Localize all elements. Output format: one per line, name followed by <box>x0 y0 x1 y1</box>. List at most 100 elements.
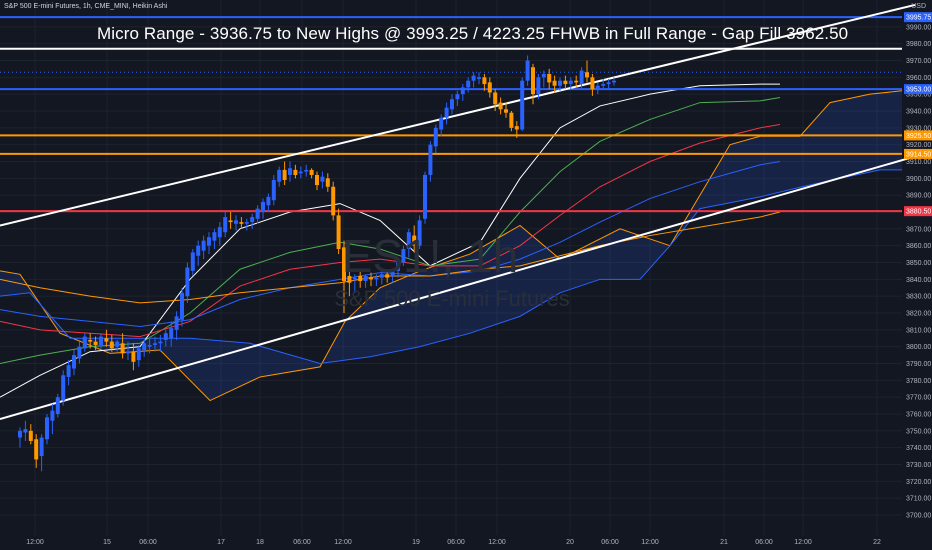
candle-body <box>147 344 152 347</box>
candle-body <box>126 351 130 354</box>
candle-body <box>439 117 444 130</box>
chart-title: S&P 500 E-mini Futures, 1h, CME_MINI, He… <box>4 3 168 10</box>
price-tick-label: 3820.00 <box>906 311 931 318</box>
price-tick-label: 3910.00 <box>906 159 931 166</box>
candle-body <box>88 339 93 342</box>
candle-body <box>45 417 49 440</box>
time-tick-label: 22 <box>873 539 881 546</box>
candles <box>18 55 616 472</box>
candle-body <box>72 355 76 369</box>
candle-body <box>277 169 282 182</box>
candle-body <box>23 429 28 433</box>
price-tick-label: 3830.00 <box>906 294 931 301</box>
trendline <box>0 3 916 227</box>
candle-body <box>574 80 579 83</box>
price-tick-label: 3970.00 <box>906 58 931 65</box>
candle-body <box>433 127 438 147</box>
candle-body <box>304 169 309 172</box>
time-tick-label: 06:00 <box>447 539 465 546</box>
candle-body <box>250 217 255 223</box>
candle-body <box>536 77 541 95</box>
price-label: 3995.75 <box>906 15 931 22</box>
candle-body <box>282 169 287 181</box>
price-tick-label: 3770.00 <box>906 395 931 402</box>
candle-body <box>460 87 465 95</box>
candle-body <box>136 348 141 361</box>
candle-body <box>444 107 449 118</box>
candle-body <box>39 437 44 457</box>
candle-body <box>455 94 460 100</box>
candle-body <box>331 186 336 216</box>
candle-body <box>131 351 136 362</box>
price-tick-label: 3790.00 <box>906 361 931 368</box>
candle-body <box>163 333 168 340</box>
candle-body <box>601 84 606 86</box>
price-label-bg <box>904 84 932 95</box>
price-tick-label: 3960.00 <box>906 75 931 82</box>
price-tick-label: 3740.00 <box>906 445 931 452</box>
candle-body <box>520 80 525 130</box>
candle-body <box>595 85 600 90</box>
candle-body <box>450 99 454 110</box>
price-label: 3925.50 <box>906 133 931 140</box>
candle-body <box>552 80 557 86</box>
annotation-text: Micro Range - 3936.75 to New Highs @ 399… <box>97 24 849 43</box>
moving-average-line <box>0 83 780 398</box>
trendlines <box>0 3 916 421</box>
currency-label: USD <box>911 3 926 10</box>
candle-body <box>347 275 352 283</box>
time-axis[interactable]: 12:00 15 06:00 17 18 06:00 12:00 19 06:00 12:00 20… <box>26 539 881 546</box>
price-label: 3953.00 <box>906 87 931 94</box>
moving-average-line <box>0 161 781 327</box>
time-tick-label: 06:00 <box>139 539 157 546</box>
watermark-symbol: ES1!, 1h <box>342 230 518 282</box>
candle-body <box>531 67 535 95</box>
candle-body <box>234 220 238 224</box>
candle-body <box>477 77 481 80</box>
time-tick-label: 17 <box>217 539 225 546</box>
candle-body <box>261 201 265 212</box>
candle-body <box>212 232 217 241</box>
price-axis[interactable]: 3700.00 3710.00 3720.00 3730.00 3740.00 3750.… <box>904 12 932 520</box>
candle-body <box>585 72 589 78</box>
candle-body <box>385 274 390 278</box>
candle-body <box>99 336 103 345</box>
candle-body <box>509 112 514 128</box>
candle-body <box>514 126 519 130</box>
candle-body <box>174 316 179 330</box>
candle-body <box>428 144 433 175</box>
time-tick-label: 20 <box>566 539 574 546</box>
candle-body <box>563 80 568 85</box>
candle-body <box>374 277 379 280</box>
price-tick-label: 3730.00 <box>906 462 931 469</box>
candle-body <box>342 247 346 282</box>
candle-body <box>309 169 314 175</box>
price-tick-label: 3920.00 <box>906 142 931 149</box>
candle-body <box>352 277 357 280</box>
candle-body <box>201 240 206 251</box>
candle-body <box>358 275 363 282</box>
candle-body <box>298 171 303 174</box>
price-tick-label: 3720.00 <box>906 479 931 486</box>
price-tick-label: 3710.00 <box>906 496 931 503</box>
candle-body <box>228 220 233 223</box>
candle-body <box>93 341 98 345</box>
candle-body <box>369 277 373 280</box>
candle-body <box>498 102 503 110</box>
candle-body <box>120 343 125 354</box>
time-tick-label: 18 <box>256 539 264 546</box>
time-tick-label: 21 <box>720 539 728 546</box>
candle-body <box>66 365 71 377</box>
candle-body <box>82 336 87 349</box>
price-tick-label: 3780.00 <box>906 378 931 385</box>
candle-body <box>271 180 276 201</box>
price-tick-label: 3950.00 <box>906 92 931 99</box>
price-tick-label: 3810.00 <box>906 327 931 334</box>
candle-body <box>493 92 498 105</box>
candle-body <box>525 60 530 81</box>
candle-body <box>255 208 260 219</box>
candle-body <box>196 245 201 256</box>
time-tick-label: 12:00 <box>641 539 659 546</box>
candle-body <box>336 215 341 250</box>
